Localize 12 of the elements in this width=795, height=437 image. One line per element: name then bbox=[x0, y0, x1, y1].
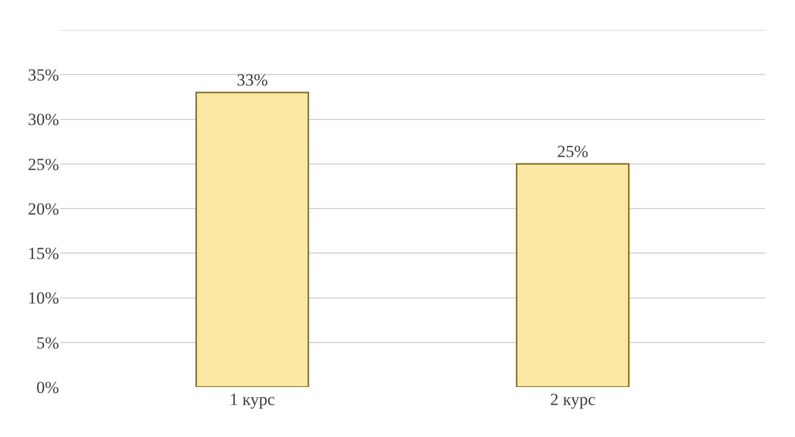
y-tick-label: 30% bbox=[28, 110, 59, 130]
y-tick-label: 0% bbox=[36, 378, 59, 397]
data-label: 25% bbox=[557, 142, 588, 161]
y-tick-label: 20% bbox=[28, 199, 59, 218]
y-tick-label: 25% bbox=[28, 154, 59, 174]
x-tick-label: 1 курс bbox=[230, 390, 276, 409]
y-tick-label: 10% bbox=[28, 288, 59, 308]
y-tick-label: 35% bbox=[28, 66, 59, 85]
y-tick-label: 5% bbox=[36, 333, 59, 352]
x-tick-label: 2 курс bbox=[550, 390, 596, 409]
data-label: 33% bbox=[236, 70, 268, 90]
y-tick-label: 15% bbox=[28, 244, 59, 264]
